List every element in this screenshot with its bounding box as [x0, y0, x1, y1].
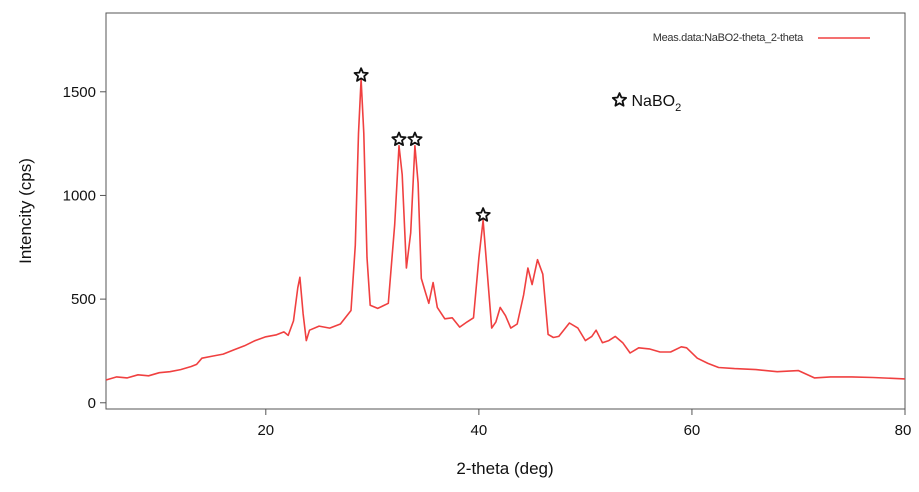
- annotation-subscript: 2: [675, 102, 681, 114]
- series-line: [105, 78, 906, 381]
- star-marker-icon: [475, 207, 491, 222]
- x-axis: 20 40 60 80: [257, 409, 911, 439]
- peak-markers: [353, 67, 491, 222]
- star-marker-icon: [407, 131, 423, 146]
- x-axis-label: 2-theta (deg): [456, 459, 553, 478]
- y-tick-label: 1000: [63, 187, 96, 204]
- y-tick-label: 0: [88, 395, 96, 412]
- x-tick-label: 80: [895, 422, 912, 439]
- x-tick-label: 20: [257, 422, 274, 439]
- star-marker-icon: [353, 67, 369, 82]
- legend-label: Meas.data:NaBO2-theta_2-theta: [653, 32, 804, 44]
- x-tick-label: 60: [684, 422, 701, 439]
- y-axis-label: Intencity (cps): [16, 158, 35, 264]
- y-tick-label: 1500: [63, 84, 96, 101]
- y-axis: 0 500 1000 1500: [63, 84, 106, 412]
- star-marker-icon: [391, 131, 407, 146]
- y-tick-label: 500: [71, 291, 96, 308]
- legend: Meas.data:NaBO2-theta_2-theta: [653, 32, 870, 44]
- plot-frame: [105, 12, 906, 410]
- star-legend-icon: [611, 92, 627, 107]
- annotation-label: NaBO2: [631, 93, 681, 114]
- x-tick-label: 40: [471, 422, 488, 439]
- phase-annotation: NaBO2: [611, 92, 681, 114]
- annotation-formula: NaBO: [631, 93, 675, 110]
